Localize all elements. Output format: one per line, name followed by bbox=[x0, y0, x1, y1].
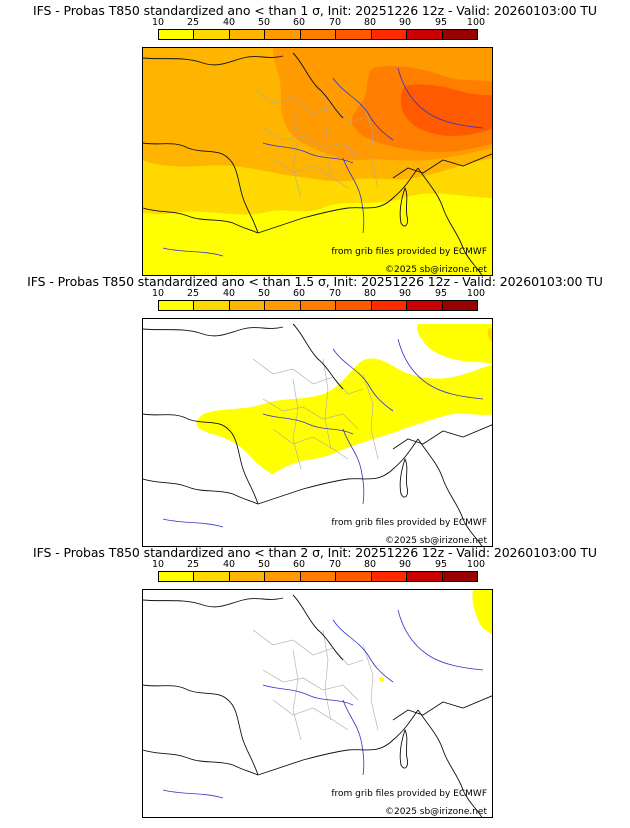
legend-swatch bbox=[159, 30, 195, 39]
rivers bbox=[162, 338, 484, 528]
coastlines bbox=[143, 323, 492, 546]
legend-swatch bbox=[265, 30, 301, 39]
legend-tick: 95 bbox=[434, 288, 448, 299]
color-legend-bar bbox=[158, 300, 478, 311]
legend-tick: 25 bbox=[186, 17, 200, 28]
legend-tick: 80 bbox=[363, 288, 377, 299]
probability-map-panel-1: IFS - Probas T850 standardized ano < tha… bbox=[0, 0, 630, 276]
legend-tick: 40 bbox=[222, 288, 236, 299]
legend-swatch bbox=[442, 30, 477, 39]
legend-swatch bbox=[407, 572, 443, 581]
legend-tick: 50 bbox=[257, 559, 271, 570]
probability-map-panel-2: IFS - Probas T850 standardized ano < tha… bbox=[0, 271, 630, 547]
color-legend-labels: 10 25 40 50 60 70 80 90 95 100 bbox=[152, 559, 485, 570]
legend-swatch bbox=[265, 301, 301, 310]
coastlines bbox=[143, 52, 492, 275]
legend-tick: 70 bbox=[328, 288, 342, 299]
legend-tick: 70 bbox=[328, 17, 342, 28]
color-legend-labels: 10 25 40 50 60 70 80 90 95 100 bbox=[152, 17, 485, 28]
legend-swatch bbox=[159, 572, 195, 581]
legend-tick: 60 bbox=[292, 559, 306, 570]
legend-swatch bbox=[442, 301, 477, 310]
legend-swatch bbox=[407, 30, 443, 39]
legend-swatch bbox=[336, 301, 372, 310]
legend-tick: 95 bbox=[434, 17, 448, 28]
legend-swatch bbox=[407, 301, 443, 310]
coastlines bbox=[143, 594, 492, 817]
legend-swatch bbox=[229, 572, 266, 581]
color-legend-bar bbox=[158, 571, 478, 582]
probability-map: from grib files provided by ECMWF ©2025 … bbox=[142, 47, 493, 276]
admin-borders bbox=[252, 87, 379, 199]
legend-tick: 40 bbox=[222, 17, 236, 28]
color-legend-bar bbox=[158, 29, 478, 40]
legend-swatch bbox=[194, 30, 230, 39]
prob-area bbox=[416, 324, 492, 364]
ecmwf-credit: from grib files provided by ECMWF bbox=[331, 247, 487, 257]
panel-title: IFS - Probas T850 standardized ano < tha… bbox=[27, 274, 603, 289]
legend-tick: 90 bbox=[398, 559, 412, 570]
copyright-text: ©2025 sb@irizone.net bbox=[385, 265, 487, 275]
legend-tick: 10 bbox=[151, 288, 165, 299]
legend-swatch bbox=[229, 301, 266, 310]
legend-swatch bbox=[300, 572, 337, 581]
legend-tick: 80 bbox=[363, 559, 377, 570]
color-legend-labels: 10 25 40 50 60 70 80 90 95 100 bbox=[152, 288, 485, 299]
legend-swatch bbox=[300, 30, 337, 39]
legend-swatch bbox=[265, 572, 301, 581]
legend-swatch bbox=[336, 572, 372, 581]
map-graphic bbox=[143, 590, 492, 817]
legend-swatch bbox=[300, 301, 337, 310]
rivers bbox=[162, 67, 484, 257]
legend-tick: 50 bbox=[257, 288, 271, 299]
copyright-text: ©2025 sb@irizone.net bbox=[385, 536, 487, 546]
legend-tick: 80 bbox=[363, 17, 377, 28]
legend-tick: 100 bbox=[466, 559, 486, 570]
prob-area bbox=[472, 590, 492, 635]
legend-tick: 100 bbox=[466, 288, 486, 299]
map-graphic bbox=[143, 323, 492, 546]
prob-area bbox=[379, 677, 385, 682]
legend-tick: 90 bbox=[398, 17, 412, 28]
legend-tick: 25 bbox=[186, 559, 200, 570]
legend-swatch bbox=[371, 301, 408, 310]
admin-borders bbox=[252, 629, 379, 741]
legend-tick: 95 bbox=[434, 559, 448, 570]
legend-tick: 10 bbox=[151, 17, 165, 28]
ecmwf-credit: from grib files provided by ECMWF bbox=[331, 789, 487, 799]
prob-area bbox=[196, 358, 492, 474]
legend-swatch bbox=[194, 301, 230, 310]
admin-borders bbox=[252, 358, 379, 470]
legend-swatch bbox=[442, 572, 477, 581]
legend-swatch bbox=[336, 30, 372, 39]
probability-map-panel-3: IFS - Probas T850 standardized ano < tha… bbox=[0, 542, 630, 818]
legend-swatch bbox=[194, 572, 230, 581]
legend-swatch bbox=[371, 572, 408, 581]
probability-map: from grib files provided by ECMWF ©2025 … bbox=[142, 318, 493, 547]
legend-tick: 40 bbox=[222, 559, 236, 570]
panel-title: IFS - Probas T850 standardized ano < tha… bbox=[33, 545, 597, 560]
rivers bbox=[162, 609, 484, 799]
legend-tick: 60 bbox=[292, 17, 306, 28]
legend-tick: 10 bbox=[151, 559, 165, 570]
copyright-text: ©2025 sb@irizone.net bbox=[385, 807, 487, 817]
legend-tick: 25 bbox=[186, 288, 200, 299]
legend-swatch bbox=[371, 30, 408, 39]
ecmwf-credit: from grib files provided by ECMWF bbox=[331, 518, 487, 528]
legend-tick: 50 bbox=[257, 17, 271, 28]
prob-area bbox=[487, 328, 492, 342]
legend-tick: 70 bbox=[328, 559, 342, 570]
legend-swatch bbox=[229, 30, 266, 39]
legend-tick: 90 bbox=[398, 288, 412, 299]
prob-area bbox=[401, 84, 492, 136]
map-graphic bbox=[143, 48, 492, 275]
legend-tick: 60 bbox=[292, 288, 306, 299]
panel-title: IFS - Probas T850 standardized ano < tha… bbox=[33, 3, 597, 18]
legend-tick: 100 bbox=[466, 17, 486, 28]
probability-map: from grib files provided by ECMWF ©2025 … bbox=[142, 589, 493, 818]
legend-swatch bbox=[159, 301, 195, 310]
